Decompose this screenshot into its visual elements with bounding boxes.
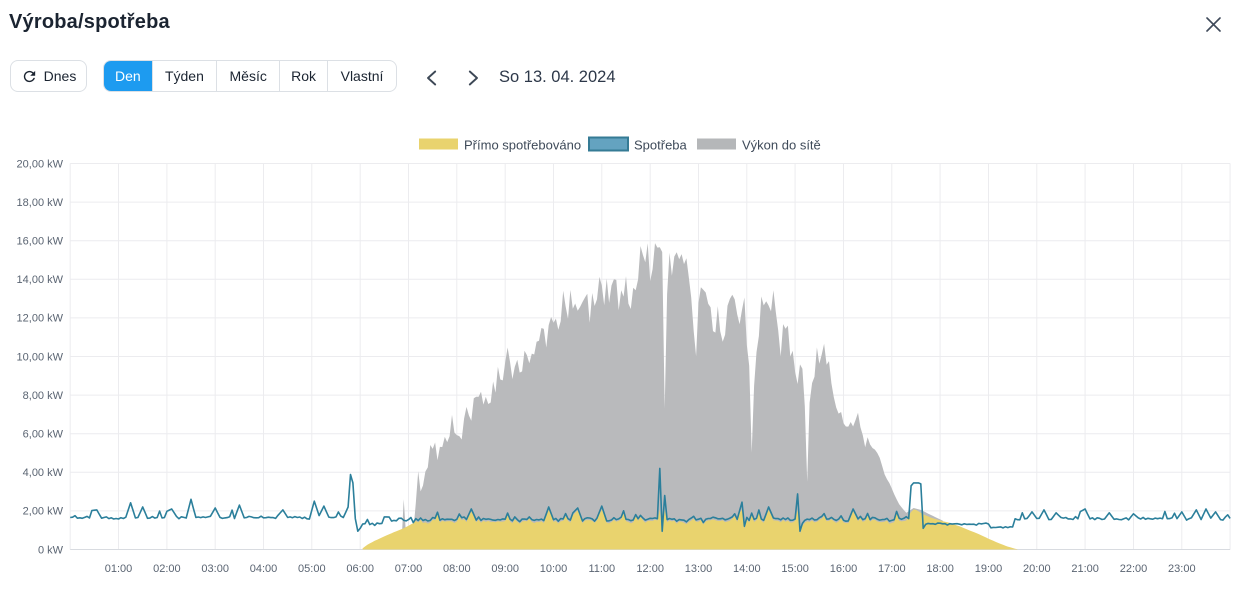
svg-text:Spotřeba: Spotřeba xyxy=(634,138,688,153)
svg-text:03:00: 03:00 xyxy=(201,563,229,575)
svg-text:04:00: 04:00 xyxy=(250,563,278,575)
svg-text:07:00: 07:00 xyxy=(395,563,423,575)
svg-text:20:00: 20:00 xyxy=(1023,563,1051,575)
svg-text:6,00 kW: 6,00 kW xyxy=(23,429,64,441)
svg-text:02:00: 02:00 xyxy=(153,563,181,575)
svg-text:2,00 kW: 2,00 kW xyxy=(23,506,64,518)
svg-text:11:00: 11:00 xyxy=(588,563,615,575)
svg-text:13:00: 13:00 xyxy=(685,563,713,575)
svg-text:18:00: 18:00 xyxy=(926,563,954,575)
svg-text:0 kW: 0 kW xyxy=(38,544,64,556)
svg-text:09:00: 09:00 xyxy=(491,563,519,575)
svg-text:15:00: 15:00 xyxy=(781,563,809,575)
svg-text:20,00 kW: 20,00 kW xyxy=(17,158,64,170)
svg-text:06:00: 06:00 xyxy=(346,563,374,575)
svg-text:16,00 kW: 16,00 kW xyxy=(17,236,64,248)
svg-text:8,00 kW: 8,00 kW xyxy=(23,390,64,402)
svg-text:Přímo spotřebováno: Přímo spotřebováno xyxy=(464,138,581,153)
svg-text:12:00: 12:00 xyxy=(636,563,664,575)
svg-text:18,00 kW: 18,00 kW xyxy=(17,197,64,209)
svg-text:14,00 kW: 14,00 kW xyxy=(17,274,64,286)
svg-text:05:00: 05:00 xyxy=(298,563,326,575)
svg-text:08:00: 08:00 xyxy=(443,563,471,575)
svg-text:10:00: 10:00 xyxy=(540,563,568,575)
svg-text:19:00: 19:00 xyxy=(975,563,1003,575)
svg-text:14:00: 14:00 xyxy=(733,563,761,575)
svg-text:12,00 kW: 12,00 kW xyxy=(17,313,64,325)
svg-text:22:00: 22:00 xyxy=(1120,563,1148,575)
svg-text:01:00: 01:00 xyxy=(105,563,133,575)
svg-text:10,00 kW: 10,00 kW xyxy=(17,351,64,363)
svg-text:Výkon do sítě: Výkon do sítě xyxy=(742,138,821,153)
svg-text:16:00: 16:00 xyxy=(830,563,858,575)
svg-text:21:00: 21:00 xyxy=(1071,563,1099,575)
svg-text:23:00: 23:00 xyxy=(1168,563,1196,575)
svg-text:4,00 kW: 4,00 kW xyxy=(23,467,64,479)
svg-text:17:00: 17:00 xyxy=(878,563,906,575)
